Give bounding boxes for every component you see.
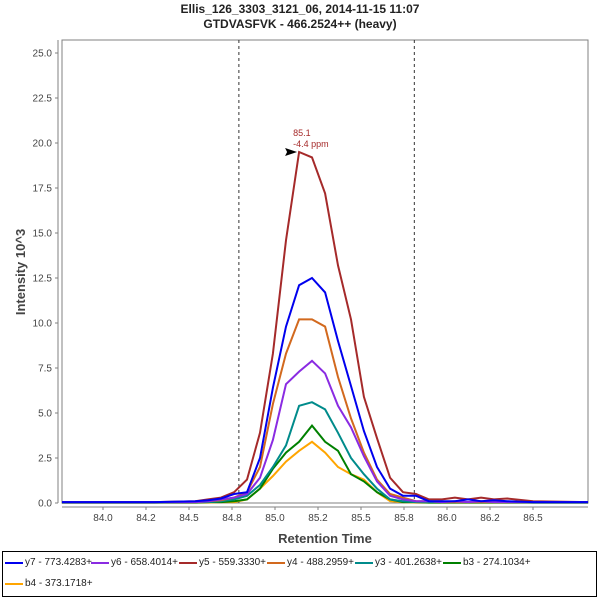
legend-swatch	[5, 582, 23, 585]
chromatogram-chart: 0.0 2.5 5.0 7.5 10.0 12.5 15.0 17.5 20.0 22.5 25.0…	[13, 39, 589, 546]
legend-swatch	[5, 561, 23, 564]
y-tick-label: 22.5	[33, 94, 53, 105]
x-tick-label: 86.0	[437, 513, 457, 524]
y-tick-label: 10.0	[33, 319, 53, 330]
legend-item: y6 - 658.4014+	[91, 557, 178, 568]
legend-label: y6 - 658.4014+	[111, 557, 178, 568]
x-tick-label: 84.2	[136, 513, 156, 524]
x-tick-label: 84.8	[222, 513, 242, 524]
y-tick-label: 0.0	[38, 499, 52, 510]
y-axis-label: Intensity 10^3	[13, 229, 28, 315]
legend: y7 - 773.4283+ y6 - 658.4014+ y5 - 559.333…	[2, 551, 597, 597]
annotation-rt: 85.1	[293, 128, 311, 138]
boundary-lines	[238, 40, 415, 503]
annotation-ppm: -4.4 ppm	[293, 139, 329, 149]
x-tick-label: 85.0	[265, 513, 285, 524]
x-tick-label: 85.8	[394, 513, 414, 524]
y-tick-label: 2.5	[38, 454, 52, 465]
x-tick-label: 84.5	[179, 513, 199, 524]
legend-label: b3 - 274.1034+	[463, 557, 531, 568]
y-tick-label: 5.0	[38, 409, 52, 420]
legend-item: y7 - 773.4283+	[5, 557, 92, 568]
legend-item: y4 - 488.2959+	[267, 557, 354, 568]
legend-swatch	[267, 561, 285, 564]
legend-item: b3 - 274.1034+	[443, 557, 531, 568]
x-axis: 84.0 84.2 84.5 84.8 85.0 85.2 85.5 85.8 86.0 86.2…	[62, 506, 588, 524]
y-tick-label: 15.0	[33, 229, 53, 240]
series-group	[62, 150, 589, 504]
legend-label: y3 - 401.2638+	[375, 557, 442, 568]
legend-label: y7 - 773.4283+	[25, 557, 92, 568]
legend-label: b4 - 373.1718+	[25, 578, 93, 589]
legend-swatch	[179, 561, 197, 564]
x-tick-label: 85.2	[308, 513, 328, 524]
legend-item: y5 - 559.3330+	[179, 557, 266, 568]
x-tick-label: 86.5	[523, 513, 543, 524]
chart-title: Ellis_126_3303_3121_06, 2014-11-15 11:07	[180, 2, 420, 16]
legend-label: y5 - 559.3330+	[199, 557, 266, 568]
peak-annotation: 85.1 -4.4 ppm	[285, 128, 329, 156]
series-line-y7	[62, 276, 588, 504]
y-tick-label: 20.0	[33, 139, 53, 150]
plot-area	[61, 39, 589, 504]
legend-swatch	[91, 561, 109, 564]
legend-swatch	[443, 561, 461, 564]
legend-swatch	[355, 561, 373, 564]
legend-label: y4 - 488.2959+	[287, 557, 354, 568]
y-tick-label: 17.5	[33, 184, 53, 195]
y-tick-label: 25.0	[33, 49, 53, 60]
legend-item: b4 - 373.1718+	[5, 578, 93, 589]
y-axis: 0.0 2.5 5.0 7.5 10.0 12.5 15.0 17.5 20.0 22.5 25.0	[33, 40, 59, 510]
chart-subtitle: GTDVASFVK - 466.2524++ (heavy)	[203, 17, 397, 31]
y-tick-label: 7.5	[38, 364, 52, 375]
y-tick-label: 12.5	[33, 274, 53, 285]
x-tick-label: 86.2	[480, 513, 500, 524]
x-tick-label: 85.5	[351, 513, 371, 524]
x-tick-label: 84.0	[93, 513, 113, 524]
x-axis-label: Retention Time	[278, 531, 372, 546]
peak-arrow-icon	[285, 148, 298, 156]
legend-item: y3 - 401.2638+	[355, 557, 442, 568]
